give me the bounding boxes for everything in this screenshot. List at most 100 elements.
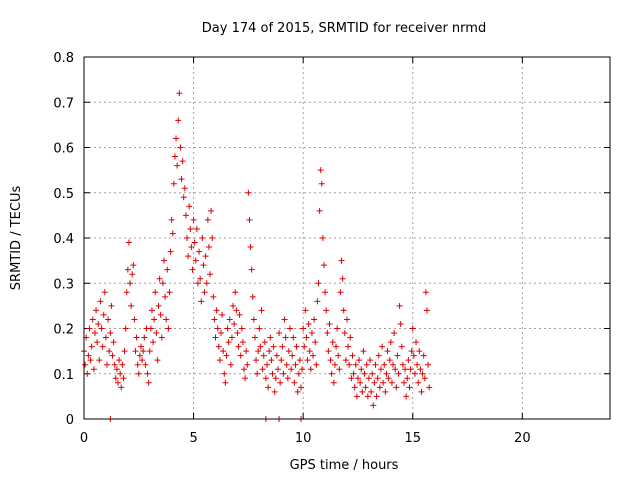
data-point [233,307,240,314]
data-point [238,325,245,332]
data-point [127,280,134,287]
data-point [387,339,394,346]
data-point [166,289,173,296]
data-point [160,257,167,264]
data-point [200,262,207,269]
data-point [168,216,175,223]
data-point [148,307,155,314]
data-point [289,352,296,359]
data-point [237,352,244,359]
data-point [99,343,106,350]
data-point [101,289,108,296]
data-point [204,216,211,223]
data-point [344,316,350,323]
data-point [287,325,294,332]
x-tick-label: 15 [404,431,421,446]
data-point [125,239,132,246]
y-tick-label: 0.4 [53,232,74,247]
data-point [399,361,406,368]
data-point [411,370,418,377]
data-point [86,325,93,332]
x-axis-label: GPS time / hours [290,458,399,473]
data-point [407,366,414,373]
data-point [380,379,387,386]
data-point [268,357,275,364]
data-point [400,379,407,386]
data-point [244,361,251,368]
data-point [159,280,166,287]
data-point [111,361,118,368]
data-point [381,361,388,368]
data-point [371,379,378,386]
data-point [417,366,424,373]
data-point [198,298,205,305]
data-point [294,388,301,395]
data-point [213,307,220,314]
data-point [225,339,232,346]
data-point [410,352,417,359]
data-point [271,388,278,395]
data-point [333,343,340,350]
x-tick-label: 10 [295,431,312,446]
data-point [360,348,367,355]
x-tick-label: 5 [189,431,197,446]
data-point [291,379,298,386]
data-point [245,189,252,196]
data-point [145,379,152,386]
data-point [336,366,343,373]
data-point [288,366,295,373]
data-points [81,90,433,422]
data-point [396,302,403,309]
y-tick-label: 0.1 [53,368,74,383]
data-point [379,343,386,350]
y-tick-label: 0.7 [53,96,74,111]
data-point [90,366,97,373]
data-point [318,180,325,187]
data-point [308,330,315,337]
data-point [315,280,322,287]
data-point [205,244,212,251]
data-point [314,298,321,305]
data-point [352,361,359,368]
data-point [110,339,117,346]
data-point [120,375,127,382]
data-point [185,253,192,260]
data-point [118,384,125,391]
data-point [259,366,266,373]
data-point [408,348,415,355]
data-point [155,302,162,309]
data-point [177,144,184,151]
data-point [157,311,164,318]
data-point [175,117,182,124]
data-point [108,302,115,309]
data-point [282,334,289,341]
data-point [173,135,180,142]
data-point [372,361,379,368]
data-point [320,262,327,269]
plot-frame [83,56,611,420]
data-point [413,339,420,346]
data-point [351,384,358,391]
data-point [365,375,372,382]
data-point [242,375,249,382]
data-point [232,289,239,296]
data-point [311,316,318,323]
data-point [162,293,169,300]
data-point [140,348,147,355]
data-point [147,325,154,332]
data-point [207,271,214,278]
data-point [216,357,223,364]
data-point [202,253,209,260]
data-point [247,244,254,251]
data-point [398,343,405,350]
data-point [335,352,342,359]
data-point [255,348,262,355]
data-point [251,334,258,341]
data-point [357,379,364,386]
data-point [178,176,185,183]
data-point [114,379,121,386]
y-tick-label: 0.6 [53,142,74,157]
data-point [250,316,257,323]
data-point [341,330,348,337]
data-point [220,348,227,355]
